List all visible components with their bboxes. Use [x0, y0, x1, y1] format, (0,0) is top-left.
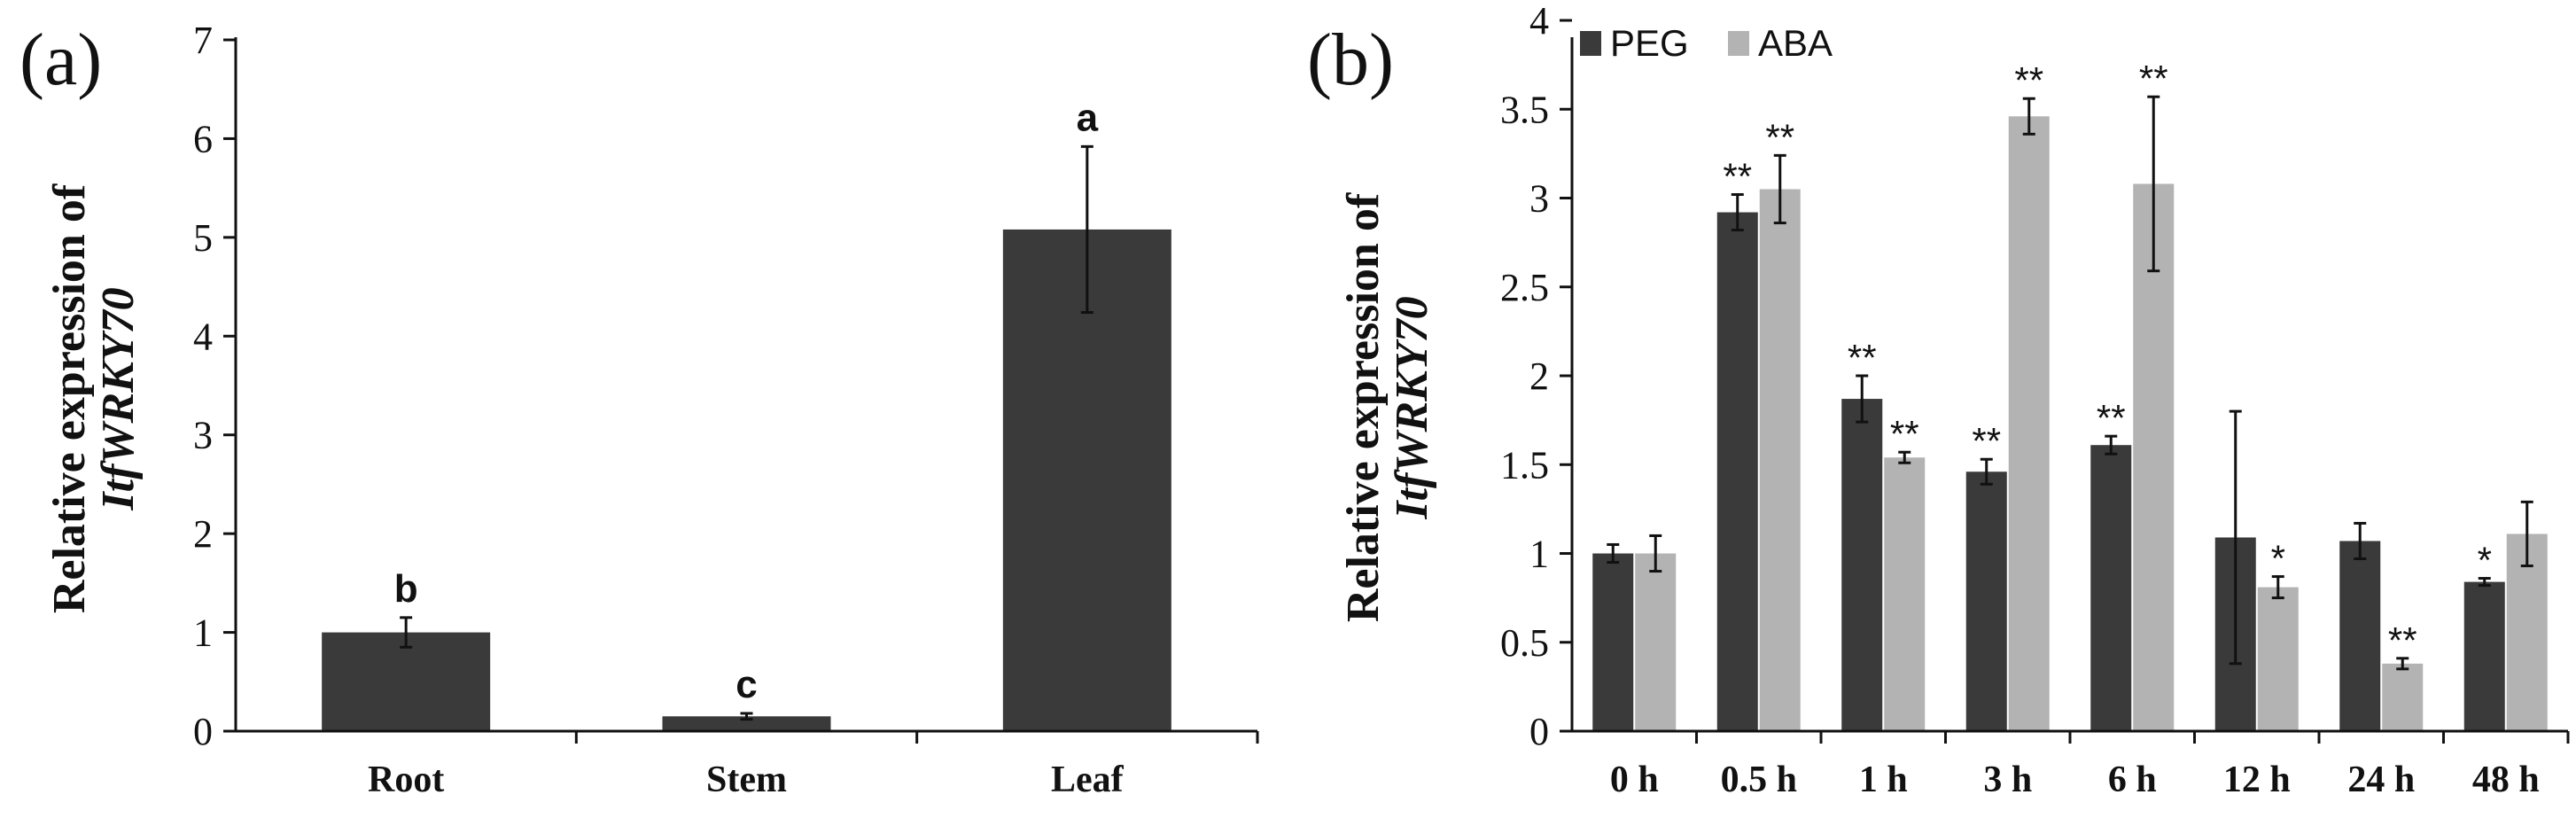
error-bar-aba [2022, 97, 2035, 136]
error-bar-peg [1607, 542, 1620, 565]
y-tick-label-b: 3.5 [1500, 88, 1549, 131]
significance-stars: ** [1972, 420, 2001, 462]
legend-label-peg: PEG [1610, 22, 1689, 64]
significance-letter: a [1077, 96, 1099, 139]
legend-b: PEG ABA [1580, 22, 1833, 64]
x-category-label: Leaf [1051, 760, 1125, 800]
y-tick-label-a: 6 [193, 117, 213, 160]
panel-label-b: (b) [1307, 19, 1394, 101]
significance-stars: ** [2014, 59, 2043, 101]
y-tick-label-a: 2 [193, 512, 213, 556]
error-bar-peg [2354, 521, 2367, 561]
y-tick-label-b: 2.5 [1500, 266, 1549, 309]
legend-label-aba: ABA [1758, 22, 1833, 64]
x-category-label: 48 h [2472, 760, 2540, 800]
error-bar-leaf [1080, 144, 1093, 315]
y-tick-label-b: 4 [1529, 0, 1549, 43]
bar-aba-24h [2382, 663, 2424, 731]
panel-label-a: (a) [19, 19, 102, 101]
x-category-label: Root [368, 760, 444, 800]
error-bar-root [400, 616, 413, 649]
bar-root [322, 632, 491, 731]
error-bar-peg [1731, 192, 1744, 232]
error-bar-peg [2105, 434, 2118, 456]
error-bar-aba [2396, 657, 2409, 671]
bar-peg-0h [1592, 553, 1634, 731]
bar-peg-1h [1841, 399, 1883, 731]
significance-stars: * [2478, 540, 2492, 581]
bar-aba-3h [2008, 116, 2050, 731]
error-bar-aba [1649, 534, 1662, 573]
bar-aba-12h [2257, 587, 2299, 731]
y-tick-label-b: 1 [1529, 533, 1549, 576]
error-bar-peg [2478, 577, 2491, 588]
y-tick-label-b: 0 [1529, 710, 1549, 753]
bar-aba-6h [2133, 183, 2175, 731]
significance-stars: ** [1723, 155, 1752, 197]
y-tick-label-a: 4 [193, 315, 213, 358]
x-category-label: 24 h [2347, 760, 2415, 800]
significance-letter: b [394, 567, 418, 611]
error-bar-stem [740, 712, 753, 721]
error-bar-peg [2229, 409, 2242, 666]
y-tick-label-a: 3 [193, 414, 213, 457]
bar-stem [662, 716, 831, 731]
y-tick-label-b: 0.5 [1500, 621, 1549, 665]
significance-stars: ** [1848, 337, 1877, 378]
significance-stars: * [2271, 538, 2285, 580]
bar-aba-0_5h [1759, 189, 1801, 732]
x-category-label: Stem [706, 760, 787, 800]
x-category-label: 1 h [1859, 760, 1908, 800]
x-category-label: 3 h [1983, 760, 2032, 800]
error-bar-aba [2147, 95, 2160, 273]
significance-stars: ** [2388, 619, 2417, 661]
y-tick-label-a: 5 [193, 216, 213, 260]
bar-peg-24h [2339, 541, 2381, 731]
significance-stars: ** [2097, 397, 2126, 439]
x-category-label: 12 h [2223, 760, 2291, 800]
x-category-label: 0 h [1610, 760, 1659, 800]
bar-aba-1h [1884, 457, 1926, 731]
chart-panel-a: (a) Relative expression of ItfWRKY70 0 1 2… [19, 19, 1259, 800]
y-tick-label-b: 1.5 [1500, 443, 1549, 487]
error-bar-aba [1773, 153, 1786, 225]
error-bar-peg [1980, 457, 1993, 486]
error-bar-aba [2520, 500, 2533, 568]
x-category-label: 0.5 h [1721, 760, 1797, 800]
significance-stars: ** [1765, 116, 1794, 158]
bar-peg-48h [2463, 581, 2505, 731]
significance-stars: ** [1890, 413, 1919, 455]
y-axis-label-a-line1: Relative expression of [44, 183, 95, 613]
y-tick-label-a: 7 [193, 19, 213, 62]
bar-peg-3h [1965, 471, 2007, 731]
error-bar-peg [1856, 374, 1869, 424]
y-tick-label-a: 1 [193, 612, 213, 655]
error-bar-aba [1898, 450, 1911, 464]
y-tick-label-b: 3 [1529, 177, 1549, 221]
significance-letter: c [735, 663, 757, 706]
error-bar-aba [2271, 575, 2284, 600]
y-axis-label-b-line1: Relative expression of [1338, 192, 1389, 622]
legend-swatch-peg [1580, 31, 1601, 56]
bar-aba-0h [1635, 553, 1677, 731]
significance-stars: ** [2139, 58, 2168, 99]
bar-peg-6h [2090, 445, 2132, 731]
y-tick-label-b: 2 [1529, 354, 1549, 398]
y-axis-label-a-gene: ItfWRKY70 [93, 287, 144, 510]
x-category-label: 6 h [2108, 760, 2157, 800]
y-tick-label-a: 0 [193, 710, 213, 753]
y-axis-label-b-gene: ItfWRKY70 [1387, 296, 1437, 519]
chart-panel-b: (b) Relative expression of ItfWRKY70 0 0.… [1307, 0, 2570, 800]
legend-swatch-aba [1728, 31, 1749, 56]
bar-peg-0_5h [1716, 212, 1758, 732]
